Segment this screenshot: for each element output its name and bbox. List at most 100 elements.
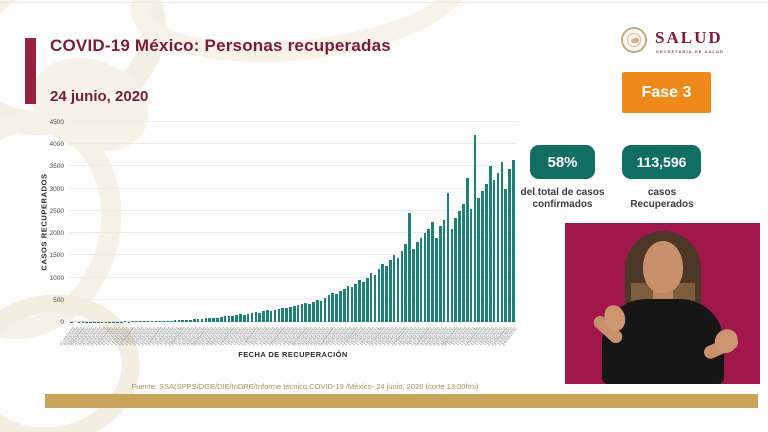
bar (496, 173, 500, 322)
bar (250, 313, 254, 322)
stat-recovered-caption: casos Recuperados (630, 187, 694, 210)
bar (266, 310, 269, 322)
bar (381, 264, 384, 322)
bar (392, 255, 396, 322)
eagle-seal-icon (621, 27, 647, 53)
bar (139, 321, 142, 322)
bar (342, 288, 346, 322)
bar (435, 237, 438, 322)
bar (485, 184, 488, 322)
bar (335, 294, 338, 322)
bar (408, 213, 411, 322)
bar (146, 321, 150, 322)
bar (262, 311, 265, 322)
gridline (70, 298, 516, 300)
bar (308, 304, 311, 322)
chart-x-axis-label: FECHA DE RECUPERACIÓN (238, 350, 348, 359)
bar (189, 319, 192, 322)
bar (331, 293, 334, 322)
gridline (70, 165, 516, 167)
bar (423, 233, 427, 322)
report-date: 24 junio, 2020 (50, 88, 149, 105)
bar (212, 317, 215, 322)
bar (166, 320, 169, 322)
bar (208, 318, 211, 322)
bar (246, 313, 250, 322)
gold-divider-bar (45, 394, 758, 408)
bar (258, 312, 261, 322)
bar (362, 282, 365, 322)
bar (281, 307, 284, 322)
y-tick-label: 1500 (49, 252, 64, 260)
bar (400, 250, 404, 322)
sign-language-interpreter-video (565, 223, 760, 384)
bar (365, 277, 369, 322)
bar (358, 279, 361, 322)
gridline (70, 143, 516, 145)
chart-bars (70, 122, 516, 322)
bar (158, 320, 161, 322)
bar (339, 290, 342, 322)
bar (216, 317, 219, 322)
gridline (70, 187, 516, 189)
bar (162, 320, 165, 322)
gridline (70, 209, 516, 211)
bar (404, 244, 407, 322)
bar (469, 208, 473, 322)
bar (396, 257, 400, 322)
bar (223, 316, 227, 322)
bar (204, 318, 208, 322)
bar (481, 190, 484, 322)
bar (169, 320, 173, 322)
bar (319, 300, 323, 322)
stat-recovered-box: 113,596 (622, 145, 701, 179)
bar (177, 320, 181, 322)
bar (285, 308, 288, 322)
bar (154, 321, 158, 322)
bar (312, 302, 315, 322)
bar (277, 308, 281, 322)
bar (200, 319, 204, 322)
bar (181, 319, 185, 322)
bar (350, 287, 354, 322)
stat-percent-box: 58% (530, 145, 595, 179)
bar (492, 179, 496, 322)
bar (231, 316, 235, 322)
bar (450, 228, 454, 322)
salud-logo: SALUD SECRETARÍA DE SALUD (620, 26, 750, 58)
gridline (70, 121, 516, 122)
bar (219, 317, 223, 322)
y-tick-label: 4500 (49, 119, 64, 126)
bar (354, 284, 358, 322)
chart-y-axis-ticks: 0 500 1000 1500 2000 2500 3000 3500 4000 4500 (28, 119, 66, 326)
gridline (70, 254, 516, 256)
bar (273, 309, 277, 322)
bar (346, 286, 350, 322)
interpreter-face (643, 241, 683, 293)
bar (454, 217, 457, 322)
bar (235, 315, 238, 322)
bar (458, 210, 461, 322)
title-accent-bar (25, 38, 36, 104)
bar (419, 237, 423, 322)
bar (508, 168, 511, 322)
bar (385, 266, 388, 322)
bar (473, 135, 477, 322)
salud-logo-subtitle: SECRETARÍA DE SALUD (656, 49, 725, 54)
bar (193, 319, 196, 322)
bar (196, 318, 200, 322)
bar (323, 297, 327, 322)
bar (500, 162, 504, 322)
bar (143, 321, 146, 322)
bar (254, 312, 258, 322)
bar (239, 314, 242, 322)
bar (327, 295, 331, 322)
y-tick-label: 500 (53, 296, 64, 304)
bar (369, 273, 373, 322)
bar (131, 321, 135, 322)
bar (442, 219, 446, 322)
y-tick-label: 4000 (49, 141, 64, 149)
bar (135, 321, 138, 322)
phase-badge: Fase 3 (622, 72, 711, 113)
